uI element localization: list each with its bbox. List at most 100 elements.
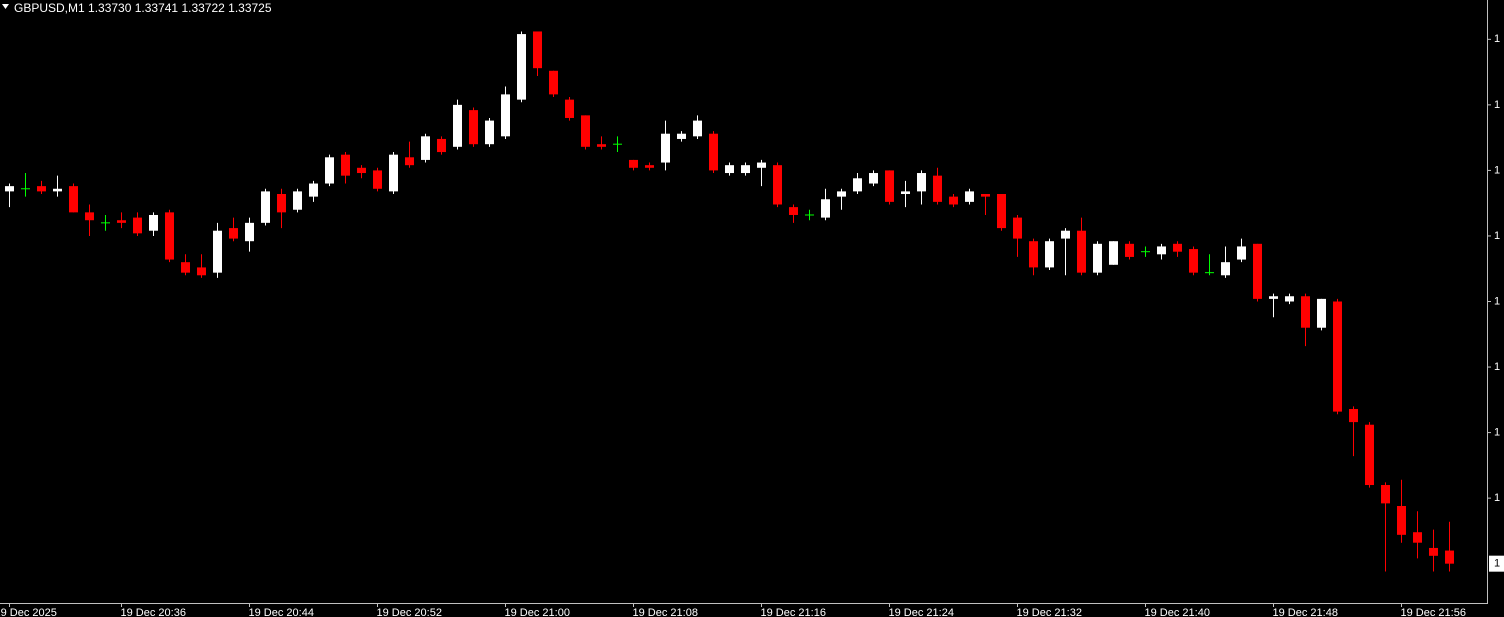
candle-body: [533, 31, 542, 69]
x-tick-label: 19 Dec 20:36: [121, 607, 186, 617]
y-tick-label: 1: [1494, 492, 1500, 504]
candle-body: [53, 188, 62, 192]
candle-body: [981, 194, 990, 197]
candle-body: [837, 191, 846, 197]
candle-body: [709, 133, 718, 171]
menu-triangle: [2, 4, 9, 9]
candle-body: [757, 162, 766, 168]
x-tick-label: 19 Dec 20:44: [249, 607, 314, 617]
candle-body: [773, 165, 782, 205]
candle-body: [885, 170, 894, 202]
candle-body: [197, 267, 206, 276]
candle-body: [373, 170, 382, 189]
candle-body: [1077, 230, 1086, 273]
candle-body: [677, 133, 686, 139]
candle-body: [517, 34, 526, 100]
candle-body: [149, 214, 158, 231]
candle-body: [117, 220, 126, 223]
candle-body: [581, 115, 590, 147]
y-tick-label: 1: [1494, 361, 1500, 373]
candle-body: [501, 94, 510, 137]
candle-body: [69, 186, 78, 213]
x-tick-label: 19 Dec 20:52: [377, 607, 442, 617]
candle-body: [597, 144, 606, 147]
candle-body: [917, 173, 926, 192]
candle-body: [1253, 243, 1262, 299]
candle-body: [261, 191, 270, 223]
candle-body: [1189, 249, 1198, 273]
candle-body: [661, 133, 670, 163]
x-tick-label: 19 Dec 21:00: [505, 607, 570, 617]
candle-body: [325, 157, 334, 184]
candle-body: [213, 230, 222, 273]
candle-body: [341, 154, 350, 176]
candle-body: [965, 191, 974, 202]
x-tick-label: 19 Dec 21:32: [1017, 607, 1082, 617]
candle-body: [1349, 408, 1358, 423]
candle-body: [389, 154, 398, 192]
candle-body: [1093, 243, 1102, 273]
candle-body: [245, 222, 254, 242]
candle-body: [1381, 485, 1390, 504]
y-tick-label: 1: [1494, 426, 1500, 438]
y-tick-label: 1: [1494, 164, 1500, 176]
candle-body: [1429, 547, 1438, 556]
candle-body: [1269, 296, 1278, 299]
candle-body: [1285, 296, 1294, 302]
candle-body: [485, 120, 494, 145]
candle-body: [1029, 241, 1038, 268]
candle-body: [133, 217, 142, 234]
candle-body: [1125, 243, 1134, 257]
candle-body: [869, 173, 878, 184]
candle-body: [437, 138, 446, 153]
candle-body: [277, 194, 286, 213]
candle-body: [1157, 246, 1166, 255]
x-tick-label: 19 Dec 21:40: [1145, 607, 1210, 617]
candle-body: [949, 196, 958, 205]
candle-body: [789, 207, 798, 215]
candle-body: [549, 70, 558, 95]
candle-body: [933, 175, 942, 202]
x-tick-label: 19 Dec 2025: [0, 607, 57, 617]
price-marker: [1489, 555, 1504, 572]
candle-body: [1045, 241, 1054, 268]
candle-body: [693, 120, 702, 137]
candle-body: [853, 178, 862, 192]
candle-body: [1365, 424, 1374, 486]
y-tick-label: 1: [1494, 99, 1500, 111]
candle-body: [645, 165, 654, 168]
candle-body: [5, 186, 14, 192]
candle-body: [1317, 298, 1326, 328]
candle-body: [1237, 246, 1246, 260]
candle-body: [629, 159, 638, 168]
candle-body: [405, 157, 414, 166]
x-tick-label: 19 Dec 21:16: [761, 607, 826, 617]
candle-body: [1397, 505, 1406, 535]
candle-body: [85, 212, 94, 221]
x-tick-label: 19 Dec 21:56: [1401, 607, 1466, 617]
x-tick-label: 19 Dec 21:24: [889, 607, 954, 617]
x-tick-label: 19 Dec 21:08: [633, 607, 698, 617]
candle-body: [1333, 301, 1342, 412]
candle-body: [293, 191, 302, 210]
price-marker-label: 1: [1494, 558, 1500, 570]
candle-body: [1445, 550, 1454, 564]
candle-body: [469, 110, 478, 145]
candle-body: [421, 136, 430, 160]
candle-body: [725, 165, 734, 174]
y-tick-label: 1: [1494, 33, 1500, 45]
candle-body: [1413, 532, 1422, 543]
y-tick-label: 1: [1494, 230, 1500, 242]
candle-body: [453, 104, 462, 147]
candle-body: [1221, 262, 1230, 276]
candle-body: [1173, 243, 1182, 252]
candle-body: [821, 199, 830, 218]
candle-body: [357, 167, 366, 174]
candle-body: [1061, 230, 1070, 239]
candle-body: [1301, 296, 1310, 328]
candle-body: [1013, 217, 1022, 239]
candle-body: [229, 228, 238, 239]
